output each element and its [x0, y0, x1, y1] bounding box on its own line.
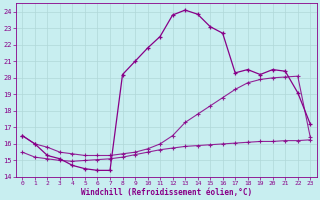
X-axis label: Windchill (Refroidissement éolien,°C): Windchill (Refroidissement éolien,°C): [81, 188, 252, 197]
